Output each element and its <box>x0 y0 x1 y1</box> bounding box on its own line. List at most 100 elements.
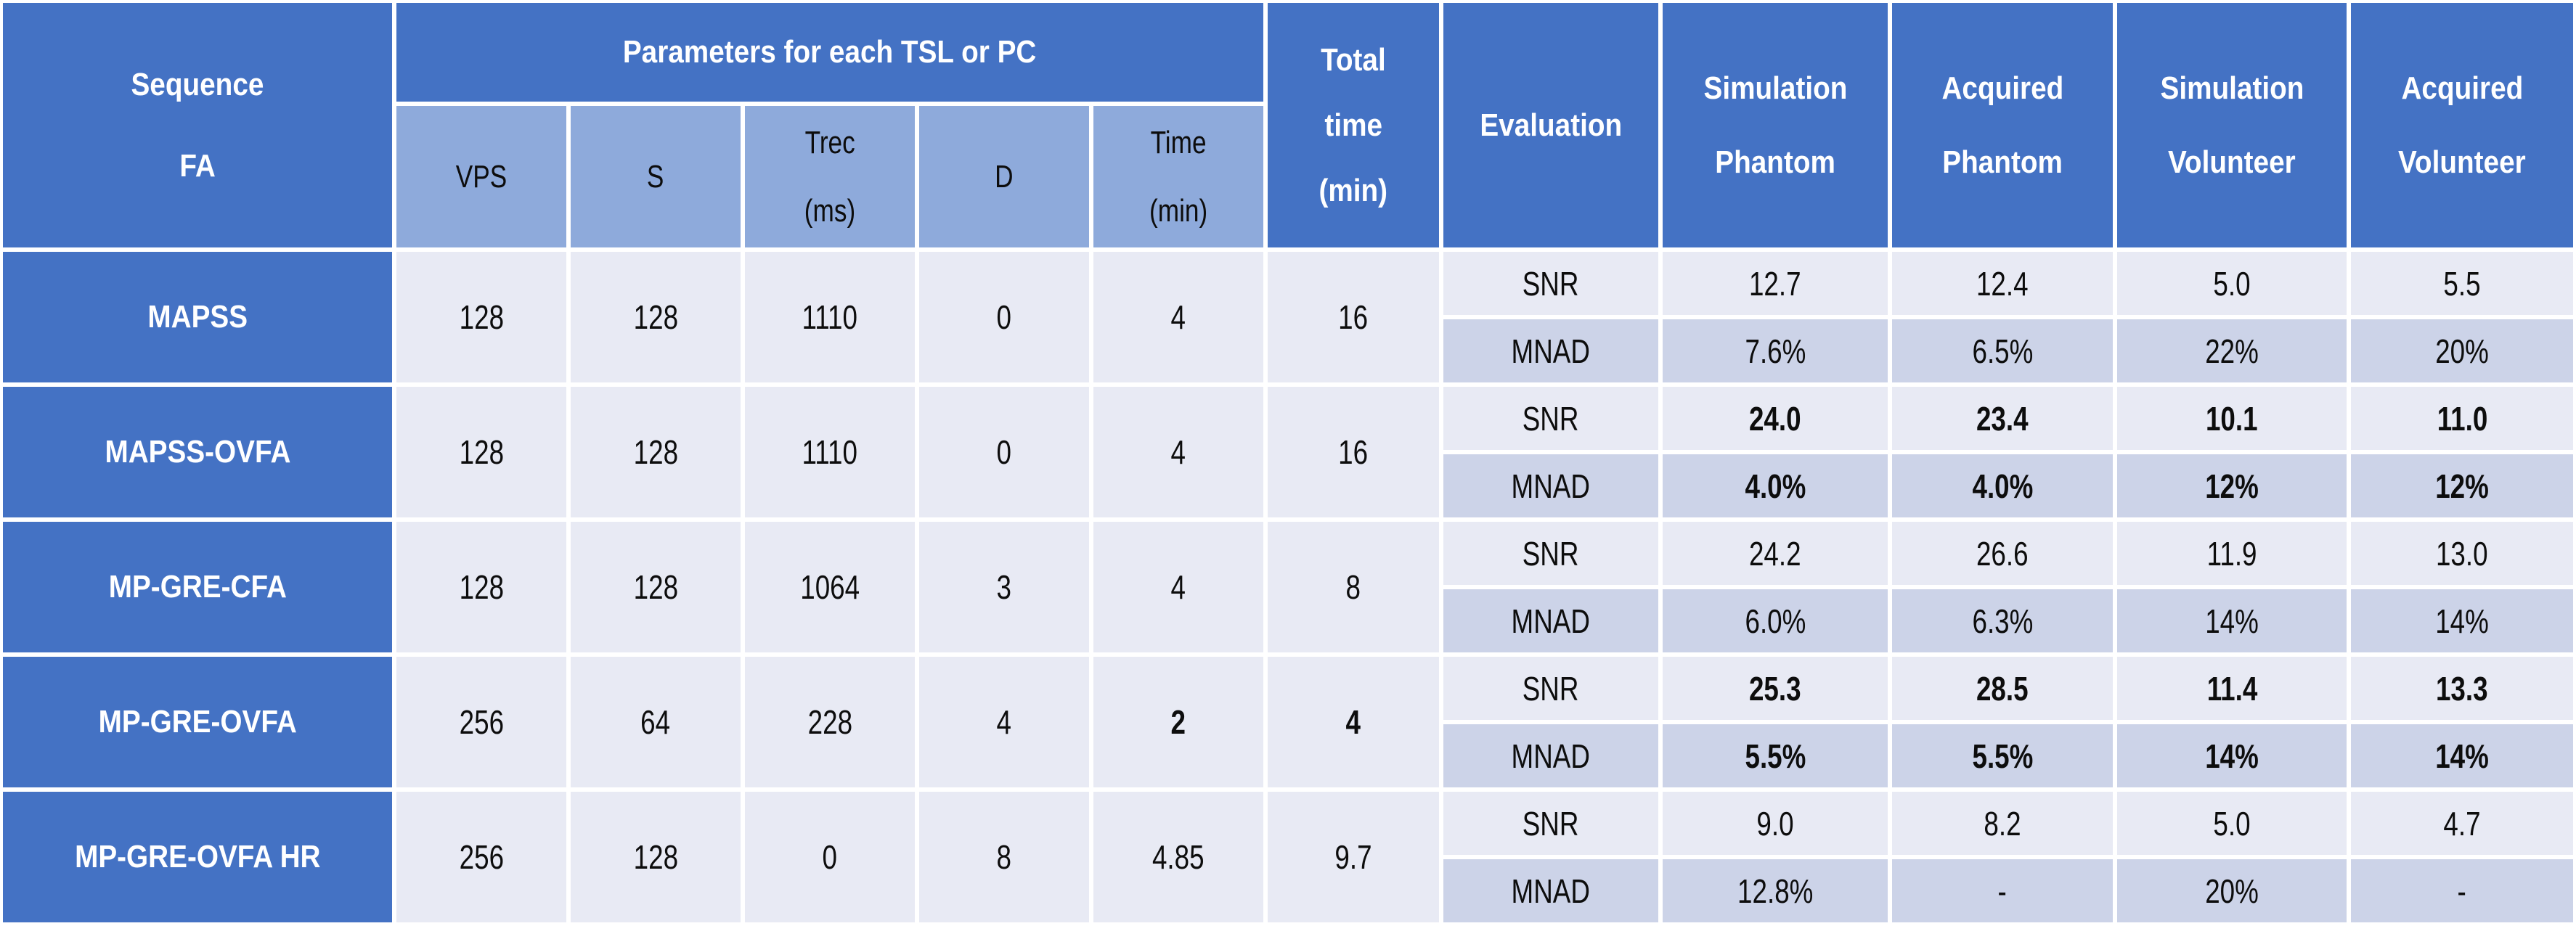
mnad-value-cell: 22% <box>2117 319 2347 382</box>
snr-value-cell: 11.0 <box>2351 387 2573 450</box>
vps-cell: 256 <box>396 792 566 922</box>
total-time-header: Total time (min) <box>1268 3 1439 247</box>
snr-value-cell: 12.4 <box>1892 252 2113 315</box>
sequence-cell: MP-GRE-CFA <box>3 522 392 652</box>
s-cell: 128 <box>571 387 741 517</box>
snr-value-cell: 12.7 <box>1663 252 1888 315</box>
d-header: D <box>919 106 1089 247</box>
mnad-label-cell: MNAD <box>1443 589 1658 652</box>
parameters-group-header: Parameters for each TSL or PC <box>396 3 1263 102</box>
simulation-phantom-header: Simulation Phantom <box>1663 3 1888 247</box>
mnad-value-cell: 14% <box>2117 589 2347 652</box>
snr-value-cell: 26.6 <box>1892 522 2113 585</box>
sequence-fa-header: Sequence FA <box>3 3 392 247</box>
mnad-value-cell: - <box>1892 859 2113 922</box>
snr-value-cell: 28.5 <box>1892 657 2113 720</box>
trec-cell: 1110 <box>745 387 915 517</box>
snr-value-cell: 13.3 <box>2351 657 2573 720</box>
mnad-value-cell: 5.5% <box>1892 724 2113 787</box>
snr-label-cell: SNR <box>1443 657 1658 720</box>
evaluation-header: Evaluation <box>1443 3 1658 247</box>
mnad-label-cell: MNAD <box>1443 319 1658 382</box>
snr-label-cell: SNR <box>1443 792 1658 855</box>
simulation-volunteer-header: Simulation Volunteer <box>2117 3 2347 247</box>
trec-header: Trec (ms) <box>745 106 915 247</box>
mnad-value-cell: 20% <box>2117 859 2347 922</box>
vps-cell: 128 <box>396 387 566 517</box>
snr-value-cell: 11.9 <box>2117 522 2347 585</box>
mnad-value-cell: 12.8% <box>1663 859 1888 922</box>
s-cell: 128 <box>571 252 741 382</box>
mnad-value-cell: 14% <box>2351 589 2573 652</box>
snr-label-cell: SNR <box>1443 387 1658 450</box>
snr-value-cell: 13.0 <box>2351 522 2573 585</box>
d-cell: 4 <box>919 657 1089 787</box>
sequence-header-line2: FA <box>179 147 216 184</box>
sequence-header-line1: Sequence <box>131 66 264 102</box>
d-cell: 0 <box>919 387 1089 517</box>
snr-label-cell: SNR <box>1443 252 1658 315</box>
snr-value-cell: 10.1 <box>2117 387 2347 450</box>
s-cell: 128 <box>571 522 741 652</box>
d-cell: 0 <box>919 252 1089 382</box>
mnad-label-cell: MNAD <box>1443 724 1658 787</box>
sequence-cell: MAPSS <box>3 252 392 382</box>
mnad-value-cell: 12% <box>2117 454 2347 517</box>
snr-value-cell: 5.5 <box>2351 252 2573 315</box>
mnad-value-cell: 7.6% <box>1663 319 1888 382</box>
total-time-cell: 16 <box>1268 387 1439 517</box>
mnad-value-cell: 6.0% <box>1663 589 1888 652</box>
trec-cell: 0 <box>745 792 915 922</box>
time-cell: 4 <box>1093 522 1263 652</box>
snr-value-cell: 9.0 <box>1663 792 1888 855</box>
mnad-value-cell: 20% <box>2351 319 2573 382</box>
acquired-phantom-header: Acquired Phantom <box>1892 3 2113 247</box>
snr-value-cell: 24.0 <box>1663 387 1888 450</box>
trec-cell: 228 <box>745 657 915 787</box>
vps-cell: 128 <box>396 252 566 382</box>
mnad-value-cell: 4.0% <box>1892 454 2113 517</box>
mnad-label-cell: MNAD <box>1443 454 1658 517</box>
mnad-label-cell: MNAD <box>1443 859 1658 922</box>
vps-header: VPS <box>396 106 566 247</box>
snr-label-cell: SNR <box>1443 522 1658 585</box>
time-cell: 4.85 <box>1093 792 1263 922</box>
d-cell: 3 <box>919 522 1089 652</box>
snr-value-cell: 23.4 <box>1892 387 2113 450</box>
total-time-cell: 8 <box>1268 522 1439 652</box>
mnad-value-cell: 12% <box>2351 454 2573 517</box>
sequence-cell: MP-GRE-OVFA <box>3 657 392 787</box>
mnad-value-cell: 6.3% <box>1892 589 2113 652</box>
s-cell: 64 <box>571 657 741 787</box>
sequence-cell: MP-GRE-OVFA HR <box>3 792 392 922</box>
snr-value-cell: 5.0 <box>2117 252 2347 315</box>
snr-value-cell: 24.2 <box>1663 522 1888 585</box>
mnad-value-cell: - <box>2351 859 2573 922</box>
snr-value-cell: 8.2 <box>1892 792 2113 855</box>
mnad-value-cell: 14% <box>2117 724 2347 787</box>
total-time-cell: 4 <box>1268 657 1439 787</box>
trec-cell: 1064 <box>745 522 915 652</box>
total-time-cell: 9.7 <box>1268 792 1439 922</box>
s-cell: 128 <box>571 792 741 922</box>
snr-value-cell: 4.7 <box>2351 792 2573 855</box>
sequence-cell: MAPSS-OVFA <box>3 387 392 517</box>
snr-value-cell: 5.0 <box>2117 792 2347 855</box>
d-cell: 8 <box>919 792 1089 922</box>
mnad-value-cell: 5.5% <box>1663 724 1888 787</box>
vps-cell: 128 <box>396 522 566 652</box>
snr-value-cell: 11.4 <box>2117 657 2347 720</box>
acquired-volunteer-header: Acquired Volunteer <box>2351 3 2573 247</box>
trec-cell: 1110 <box>745 252 915 382</box>
mnad-value-cell: 4.0% <box>1663 454 1888 517</box>
time-header: Time (min) <box>1093 106 1263 247</box>
snr-value-cell: 25.3 <box>1663 657 1888 720</box>
vps-cell: 256 <box>396 657 566 787</box>
s-header: S <box>571 106 741 247</box>
mnad-value-cell: 6.5% <box>1892 319 2113 382</box>
total-time-cell: 16 <box>1268 252 1439 382</box>
time-cell: 2 <box>1093 657 1263 787</box>
time-cell: 4 <box>1093 252 1263 382</box>
mnad-value-cell: 14% <box>2351 724 2573 787</box>
